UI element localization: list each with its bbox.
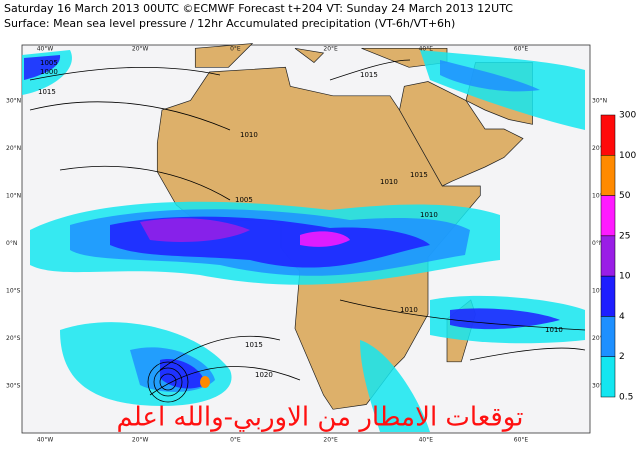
colorbar-segment bbox=[600, 316, 616, 357]
colorbar-segment bbox=[600, 195, 616, 237]
colorbar-segment bbox=[600, 114, 616, 156]
rain-area bbox=[360, 340, 430, 432]
isobar-label: 1010 bbox=[400, 306, 418, 314]
latitude-label: 10°S bbox=[592, 288, 607, 295]
longitude-label: 20°W bbox=[132, 46, 149, 53]
longitude-label: 60°E bbox=[514, 437, 529, 444]
low-centre bbox=[153, 367, 183, 397]
colorbar-label: 10 bbox=[619, 272, 631, 282]
colorbar-label: 100 bbox=[619, 151, 636, 161]
colorbar-segment bbox=[600, 356, 616, 398]
isobar-label: 1010 bbox=[545, 326, 563, 334]
latitude-label: 0°N bbox=[6, 240, 17, 247]
precipitation bbox=[22, 50, 585, 432]
latitude-label: 30°S bbox=[592, 383, 607, 390]
overlay-text: توقعات الامطار من الاوربي-والله اعلم bbox=[117, 403, 524, 433]
isobar-label: 1010 bbox=[240, 131, 258, 139]
rain-area bbox=[140, 218, 250, 242]
isobar-label: 1005 bbox=[235, 196, 253, 204]
colorbar-label: 25 bbox=[619, 231, 630, 241]
isobar bbox=[469, 347, 586, 361]
header-line: Surface: Mean sea level pressure / 12hr … bbox=[4, 17, 455, 30]
latitude-label: 20°S bbox=[6, 335, 21, 342]
longitude-label: 40°E bbox=[419, 46, 434, 53]
isobars bbox=[29, 59, 586, 403]
landmass bbox=[294, 47, 325, 63]
isobar-label: 1020 bbox=[255, 371, 273, 379]
isobar bbox=[339, 299, 586, 331]
header-line: Saturday 16 March 2013 00UTC ©ECMWF Fore… bbox=[4, 2, 513, 15]
longitude-label: 0°E bbox=[230, 437, 241, 444]
low-centre bbox=[159, 373, 177, 391]
rain-area bbox=[300, 231, 350, 247]
isobar-label: 1000 bbox=[40, 68, 58, 76]
isobar bbox=[29, 66, 221, 81]
isobar-label: 1015 bbox=[245, 341, 263, 349]
rain-area bbox=[450, 308, 560, 330]
isobar-label: 1015 bbox=[410, 171, 428, 179]
colorbar-label: 50 bbox=[619, 191, 631, 201]
latitude-label: 0°N bbox=[592, 240, 603, 247]
longitude-label: 40°W bbox=[37, 437, 54, 444]
latitude-label: 30°N bbox=[592, 98, 607, 105]
colorbar-segment bbox=[600, 235, 616, 277]
latitude-label: 10°S bbox=[6, 288, 21, 295]
latitude-label: 10°N bbox=[6, 193, 21, 200]
colorbar-segment bbox=[600, 155, 616, 196]
isobar-label: 1015 bbox=[360, 71, 378, 79]
low-centre bbox=[147, 361, 189, 403]
latitude-label: 20°N bbox=[592, 145, 607, 152]
isobar-label: 1015 bbox=[38, 88, 56, 96]
colorbar-label: 4 bbox=[619, 312, 625, 322]
colorbar-label: 0.5 bbox=[619, 393, 633, 403]
rain-area bbox=[440, 60, 540, 92]
latitude-label: 20°S bbox=[592, 335, 607, 342]
isobar bbox=[29, 101, 231, 131]
isobar bbox=[149, 366, 301, 396]
isobar-label: 1010 bbox=[420, 211, 438, 219]
longitude-label: 40°E bbox=[419, 437, 434, 444]
longitude-label: 40°W bbox=[37, 46, 54, 53]
latitude-label: 30°N bbox=[6, 98, 21, 105]
longitude-label: 20°E bbox=[323, 437, 338, 444]
longitude-label: 20°E bbox=[323, 46, 338, 53]
isobar bbox=[159, 335, 281, 371]
landmass bbox=[399, 81, 524, 187]
isobar-label: 1005 bbox=[40, 59, 58, 67]
isobar bbox=[59, 165, 231, 201]
landmass bbox=[194, 43, 254, 68]
longitude-label: 0°E bbox=[230, 46, 241, 53]
labels: 1000100510151015101010051010101510101010… bbox=[6, 46, 607, 444]
rain-area bbox=[160, 359, 205, 389]
isobar-label: 1010 bbox=[380, 178, 398, 186]
rain-core bbox=[200, 376, 210, 388]
colorbar-label: 2 bbox=[619, 352, 625, 362]
latitude-label: 10°N bbox=[592, 193, 607, 200]
colorbar-segment bbox=[600, 275, 616, 317]
longitude-label: 60°E bbox=[514, 46, 529, 53]
isobar bbox=[329, 59, 411, 81]
latitude-label: 20°N bbox=[6, 145, 21, 152]
rain-area bbox=[24, 55, 61, 80]
latitude-label: 30°S bbox=[6, 383, 21, 390]
colorbar-label: 300 bbox=[619, 111, 636, 121]
longitude-label: 20°W bbox=[132, 437, 149, 444]
